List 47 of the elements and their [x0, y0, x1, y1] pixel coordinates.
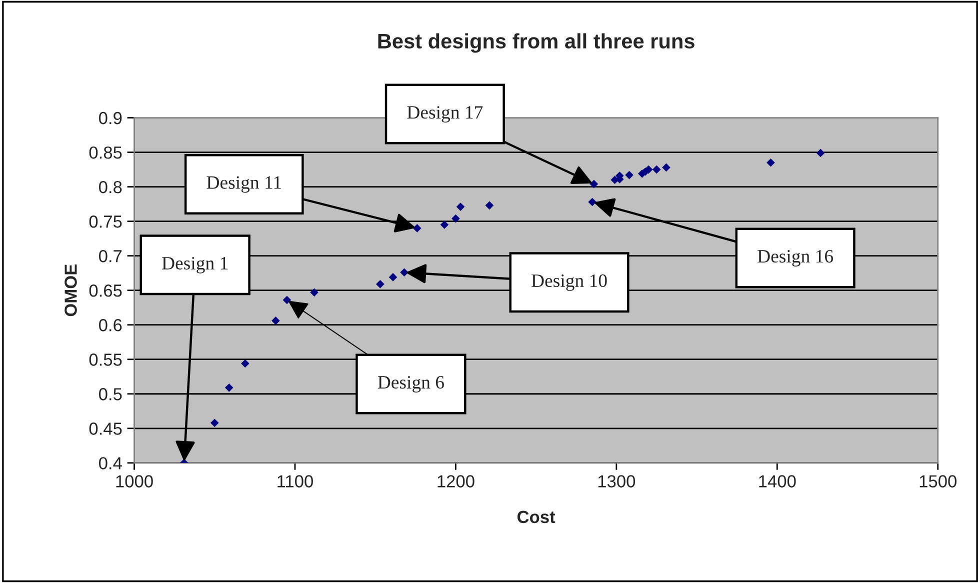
annotation: Design 11 — [206, 176, 281, 193]
point — [662, 163, 670, 172]
y-axis-title: OMOE — [64, 264, 77, 316]
point — [224, 383, 234, 392]
point — [452, 214, 460, 223]
point — [272, 316, 280, 325]
x-tick-label: 1500 — [920, 475, 956, 488]
point — [440, 220, 449, 229]
y-tick-label: 0.45 — [89, 422, 122, 435]
y-tick-label: 0.4 — [99, 457, 122, 470]
x-tick-label: 1100 — [278, 475, 313, 488]
y-tick-label: 0.85 — [89, 146, 122, 159]
point — [210, 418, 219, 428]
x-axis-title: Cost — [517, 510, 556, 524]
annotation: Design 1 — [162, 256, 228, 274]
point — [456, 202, 465, 211]
x-tick-label: 1300 — [598, 475, 636, 488]
y-tick-label: 0.75 — [89, 215, 122, 228]
point — [816, 148, 825, 158]
y-tick-label: 0.5 — [99, 388, 122, 400]
point — [412, 224, 422, 232]
point — [485, 201, 494, 210]
y-tick-label: 0.7 — [99, 250, 122, 262]
x-tick-label: 1000 — [116, 475, 153, 488]
y-tick-label: 0.8 — [99, 180, 122, 194]
annotation: Design 6 — [378, 376, 444, 392]
y-tick-label: 0.55 — [89, 354, 122, 366]
point — [652, 165, 661, 174]
annotation: Design 17 — [407, 106, 483, 123]
point — [625, 170, 634, 180]
x-tick-label: 1200 — [438, 475, 474, 488]
point — [766, 158, 775, 167]
annotation: Design 16 — [758, 250, 834, 266]
point — [310, 288, 318, 297]
chart-title: Best designs from all three runs — [378, 33, 694, 53]
point — [590, 180, 598, 188]
point — [388, 273, 398, 282]
point — [240, 359, 250, 368]
point — [376, 280, 384, 288]
y-tick-label: 0.65 — [89, 284, 122, 297]
y-tick-label: 0.6 — [99, 319, 122, 332]
point — [282, 296, 292, 304]
point — [400, 268, 408, 277]
y-tick-label: 0.9 — [99, 112, 122, 124]
annotation: Design 10 — [532, 274, 607, 291]
x-tick-label: 1400 — [759, 475, 796, 488]
point — [588, 198, 596, 206]
